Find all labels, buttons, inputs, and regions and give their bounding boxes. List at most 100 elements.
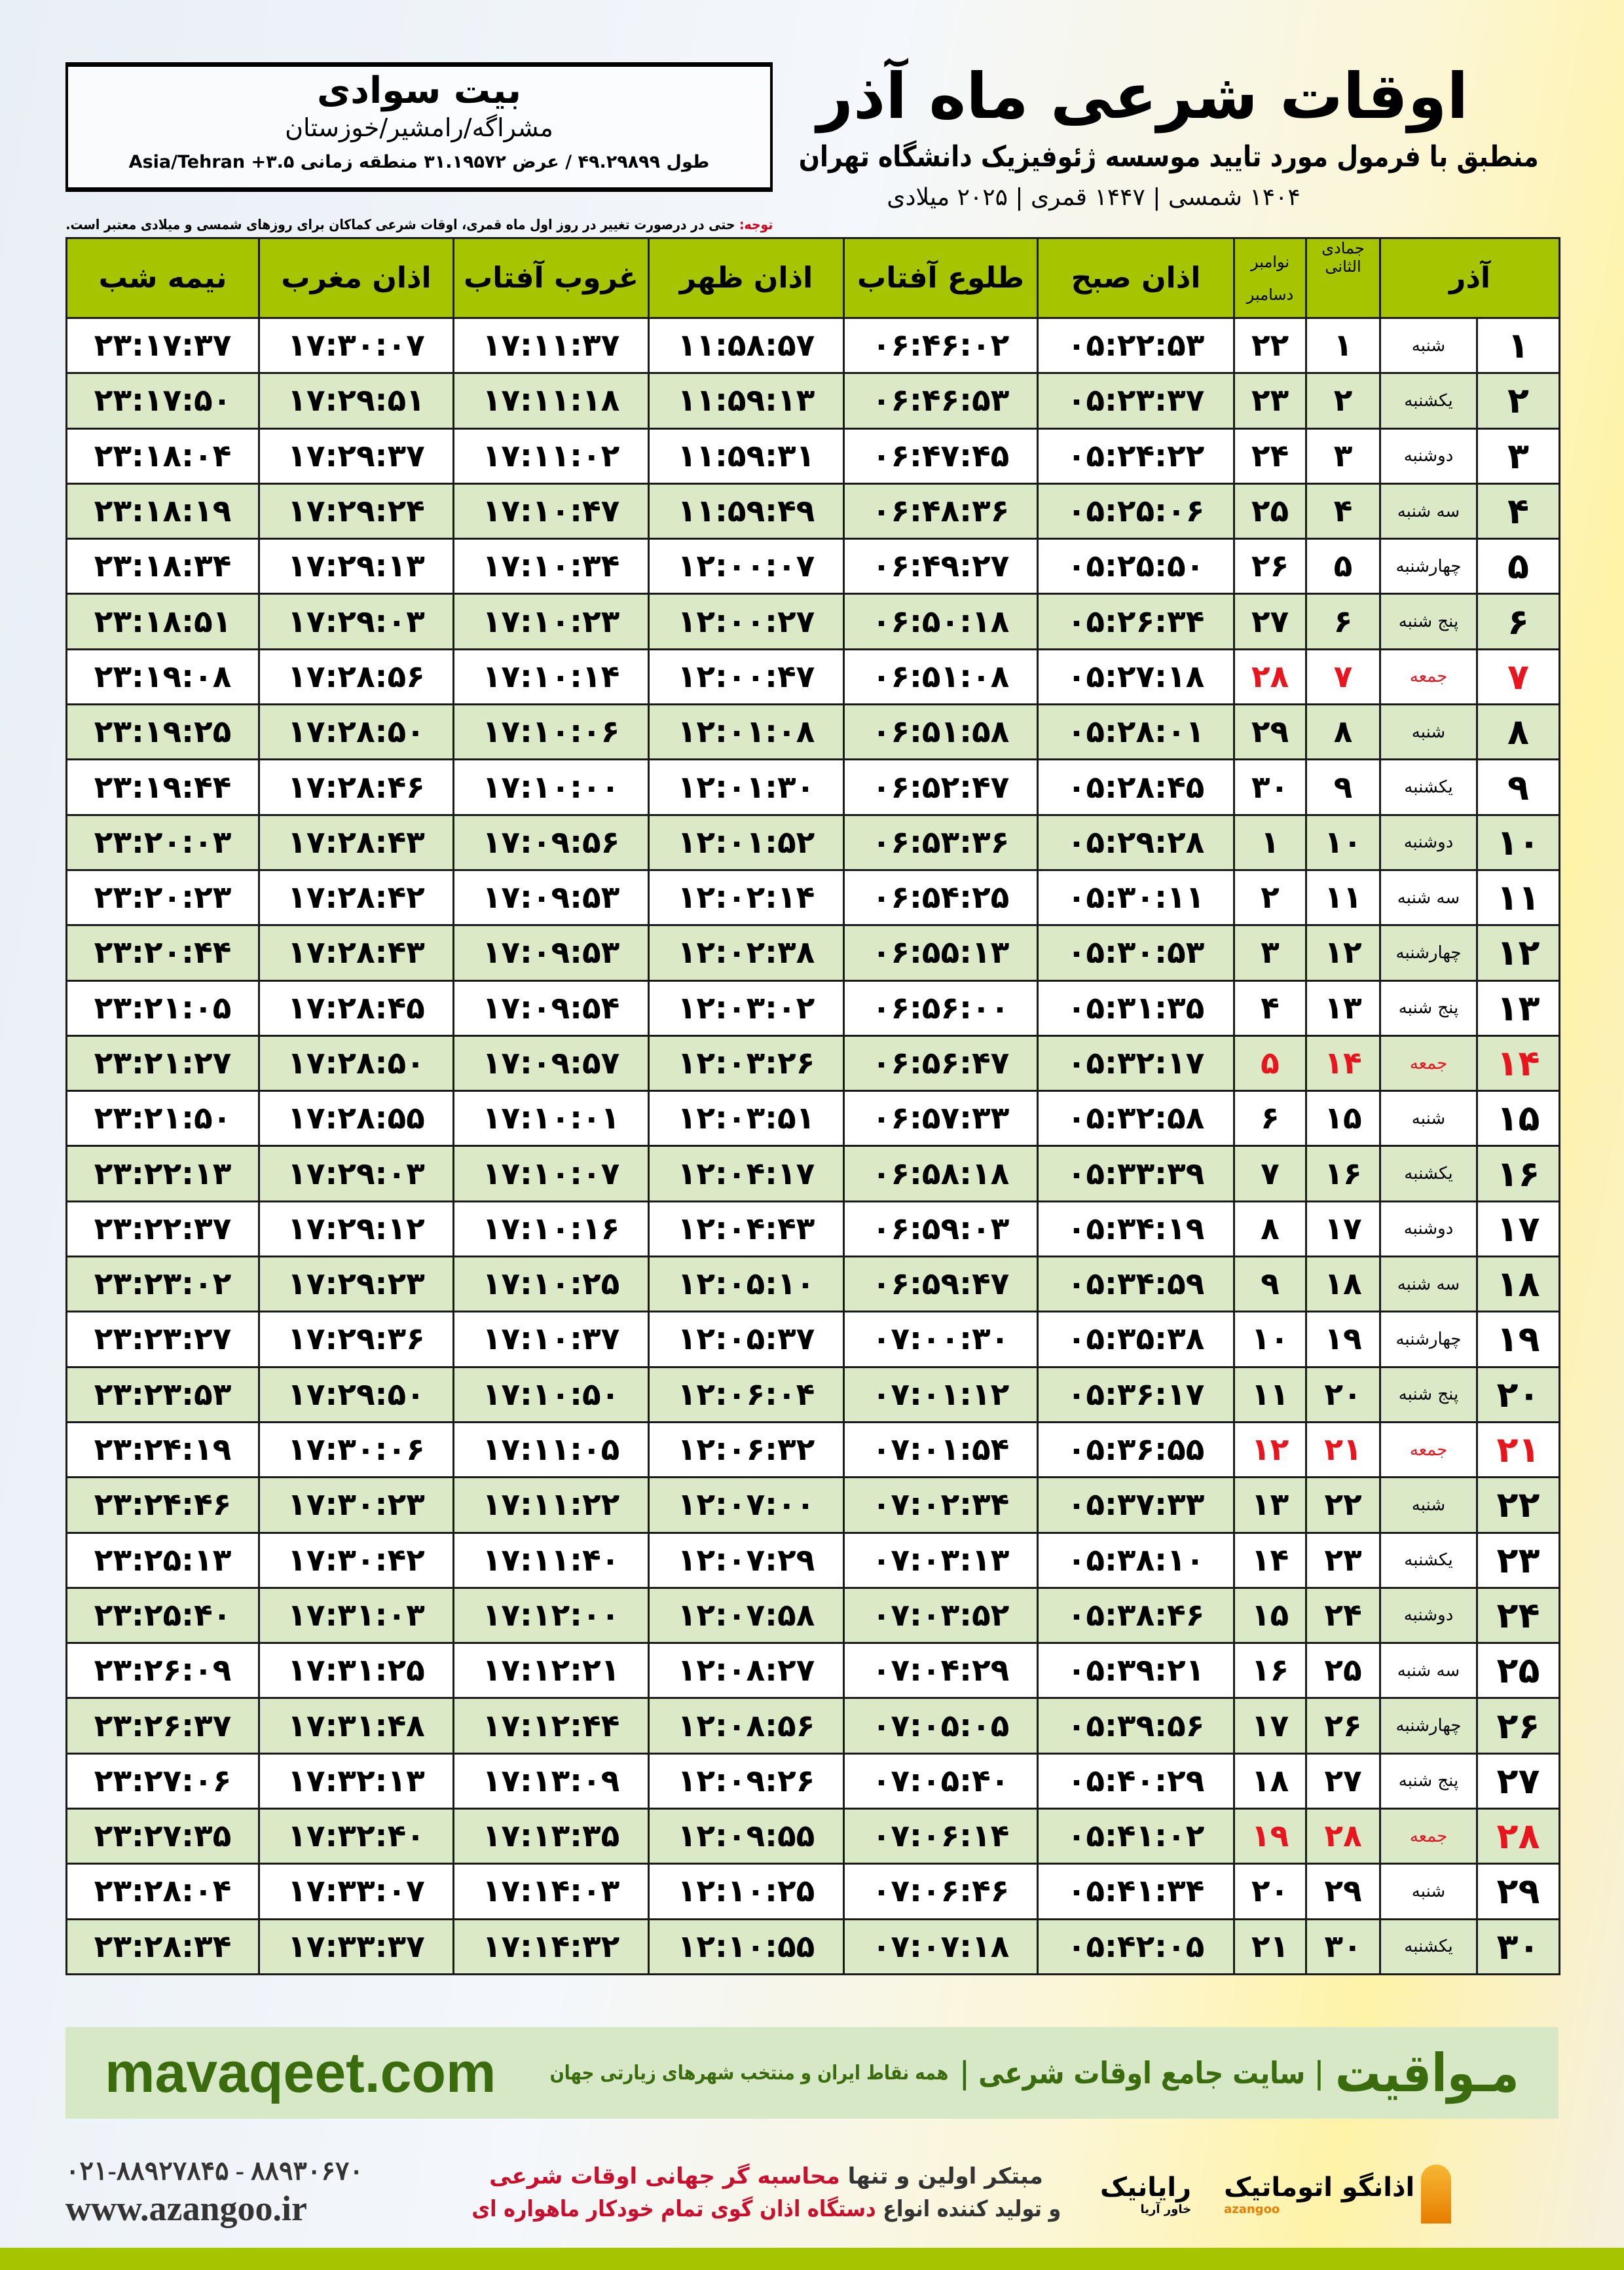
cell-midnight: ۲۳:۲۱:۲۷ bbox=[65, 1034, 260, 1092]
cell-maghrib: ۱۷:۳۲:۴۰ bbox=[258, 1808, 454, 1865]
cell-gregorian: ۱۵ bbox=[1233, 1586, 1307, 1645]
cell-dhuhr: ۱۱:۵۹:۱۳ bbox=[648, 372, 845, 430]
cell-midnight: ۲۳:۲۲:۳۷ bbox=[65, 1200, 260, 1258]
cell-sunrise: ۰۶:۵۸:۱۸ bbox=[843, 1145, 1039, 1202]
cell-sunset: ۱۷:۱۰:۱۴ bbox=[452, 648, 650, 706]
cell-sunset: ۱۷:۱۱:۴۰ bbox=[452, 1531, 650, 1589]
table-row: ۲۵ سه شنبه ۲۵ ۱۶ ۰۵:۳۹:۲۱ ۰۷:۰۴:۲۹ ۱۲:۰۸:۲۷ ۱۷:… bbox=[65, 1642, 1560, 1700]
col-month: آذر bbox=[1379, 237, 1560, 319]
cell-maghrib: ۱۷:۲۸:۵۰ bbox=[258, 703, 454, 761]
cell-gregorian: ۲۷ bbox=[1233, 593, 1307, 650]
cell-weekday: سه شنبه bbox=[1379, 868, 1478, 927]
cell-maghrib: ۱۷:۲۸:۴۶ bbox=[258, 758, 454, 816]
page-title: اوقات شرعی ماه آذر bbox=[817, 60, 1469, 133]
cell-day: ۲۵ bbox=[1476, 1642, 1560, 1700]
azangoo-link[interactable]: www.azangoo.ir bbox=[65, 2189, 307, 2228]
cell-maghrib: ۱۷:۲۸:۴۳ bbox=[258, 924, 454, 982]
cell-dhuhr: ۱۲:۰۶:۳۲ bbox=[648, 1421, 845, 1479]
coordinates-box: طول ۴۹.۲۹۸۹۹ / عرض ۳۱.۱۹۵۷۲ منطقه زمانی … bbox=[75, 149, 764, 176]
cell-midnight: ۲۳:۲۱:۰۵ bbox=[65, 979, 260, 1037]
cell-fajr: ۰۵:۲۴:۲۲ bbox=[1037, 427, 1235, 485]
cell-midnight: ۲۳:۲۰:۲۳ bbox=[65, 868, 260, 927]
cell-midnight: ۲۳:۲۰:۰۳ bbox=[65, 813, 260, 871]
slogan-line-1-text: مبتکر اولین و تنها محاسبه گر جهانی اوقات… bbox=[489, 2160, 1043, 2193]
azangoo-logo: اذانگو اتوماتیک azangoo bbox=[1224, 2165, 1452, 2223]
cell-maghrib: ۱۷:۲۸:۵۵ bbox=[258, 1090, 454, 1147]
cell-sunrise: ۰۶:۵۰:۱۸ bbox=[843, 593, 1039, 650]
cell-hijri: ۲۵ bbox=[1305, 1642, 1381, 1700]
cell-dhuhr: ۱۲:۰۳:۵۱ bbox=[648, 1090, 845, 1147]
slogan-1a: مبتکر اولین و تنها bbox=[840, 2163, 1043, 2189]
cell-midnight: ۲۳:۱۸:۳۴ bbox=[65, 538, 260, 595]
cell-weekday: یکشنبه bbox=[1379, 1918, 1478, 1975]
cell-sunset: ۱۷:۱۲:۰۰ bbox=[452, 1586, 650, 1645]
cell-midnight: ۲۳:۲۷:۰۶ bbox=[65, 1752, 260, 1810]
cell-sunset: ۱۷:۱۱:۱۸ bbox=[452, 372, 650, 430]
rayanik-logo-sub: خاور آریا bbox=[1140, 2202, 1192, 2216]
cell-maghrib: ۱۷:۲۸:۵۰ bbox=[258, 1034, 454, 1092]
cell-weekday: شنبه bbox=[1379, 1090, 1478, 1147]
mavaqeet-brand-box: مـواقیت | سایت جامع اوقات شرعی | همه نقا… bbox=[550, 2027, 1519, 2119]
cell-hijri: ۲ bbox=[1305, 372, 1381, 430]
cell-hijri: ۱ bbox=[1305, 316, 1381, 375]
cell-day: ۲۲ bbox=[1476, 1476, 1560, 1534]
cell-day: ۲۹ bbox=[1476, 1863, 1560, 1920]
cell-gregorian: ۴ bbox=[1233, 979, 1307, 1037]
cell-sunset: ۱۷:۱۲:۴۴ bbox=[452, 1697, 650, 1755]
col-gregorian: نوامبر دسامبر bbox=[1233, 237, 1307, 319]
mavaqeet-link-box: mavaqeet.com bbox=[105, 2027, 524, 2119]
cell-fajr: ۰۵:۲۵:۰۶ bbox=[1037, 482, 1235, 540]
azangoo-logo-text: اذانگو اتوماتیک bbox=[1224, 2172, 1415, 2203]
cell-hijri: ۲۱ bbox=[1305, 1421, 1381, 1479]
cell-day: ۱۵ bbox=[1476, 1090, 1560, 1147]
cell-weekday: جمعه bbox=[1379, 1421, 1478, 1479]
cell-midnight: ۲۳:۲۶:۰۹ bbox=[65, 1642, 260, 1700]
cell-day: ۱۹ bbox=[1476, 1311, 1560, 1368]
cell-midnight: ۲۳:۲۳:۰۲ bbox=[65, 1256, 260, 1313]
col-sunrise: طلوع آفتاب bbox=[843, 237, 1039, 319]
cell-gregorian: ۲۵ bbox=[1233, 482, 1307, 540]
table-row: ۱ شنبه ۱ ۲۲ ۰۵:۲۲:۵۳ ۰۶:۴۶:۰۲ ۱۱:۵۸:۵۷ ۱۷:۱۱:۳۷… bbox=[65, 316, 1560, 375]
cell-hijri: ۱۱ bbox=[1305, 868, 1381, 927]
cell-midnight: ۲۳:۱۸:۰۴ bbox=[65, 427, 260, 485]
cell-sunrise: ۰۶:۵۳:۳۶ bbox=[843, 813, 1039, 871]
cell-sunrise: ۰۷:۰۷:۱۸ bbox=[843, 1918, 1039, 1975]
cell-sunset: ۱۷:۰۹:۵۶ bbox=[452, 813, 650, 871]
cell-gregorian: ۲۶ bbox=[1233, 538, 1307, 595]
cell-fajr: ۰۵:۳۶:۱۷ bbox=[1037, 1366, 1235, 1423]
cell-hijri: ۱۸ bbox=[1305, 1256, 1381, 1313]
cell-maghrib: ۱۷:۲۹:۳۷ bbox=[258, 427, 454, 485]
cell-fajr: ۰۵:۲۹:۲۸ bbox=[1037, 813, 1235, 871]
table-row: ۸ شنبه ۸ ۲۹ ۰۵:۲۸:۰۱ ۰۶:۵۱:۵۸ ۱۲:۰۱:۰۸ ۱۷:۱۰:۰۶… bbox=[65, 703, 1560, 761]
cell-day: ۱۴ bbox=[1476, 1034, 1560, 1092]
table-row: ۱۶ یکشنبه ۱۶ ۷ ۰۵:۳۳:۳۹ ۰۶:۵۸:۱۸ ۱۲:۰۴:۱۷ ۱۷:۱۰… bbox=[65, 1145, 1560, 1202]
cell-dhuhr: ۱۲:۰۴:۱۷ bbox=[648, 1145, 845, 1202]
cell-gregorian: ۱۴ bbox=[1233, 1531, 1307, 1589]
cell-gregorian: ۷ bbox=[1233, 1145, 1307, 1202]
cell-dhuhr: ۱۱:۵۹:۳۱ bbox=[648, 427, 845, 485]
cell-maghrib: ۱۷:۳۰:۲۳ bbox=[258, 1476, 454, 1534]
table-row: ۲۰ پنج شنبه ۲۰ ۱۱ ۰۵:۳۶:۱۷ ۰۷:۰۱:۱۲ ۱۲:۰۶:۰۴ ۱۷… bbox=[65, 1366, 1560, 1423]
azangoo-link-box: www.azangoo.ir bbox=[65, 2187, 432, 2229]
cell-weekday: چهارشنبه bbox=[1379, 1697, 1478, 1755]
cell-sunset: ۱۷:۱۳:۳۵ bbox=[452, 1808, 650, 1865]
cell-sunrise: ۰۶:۵۵:۱۳ bbox=[843, 924, 1039, 982]
cell-day: ۷ bbox=[1476, 648, 1560, 706]
cell-sunset: ۱۷:۱۴:۰۳ bbox=[452, 1863, 650, 1920]
mavaqeet-link[interactable]: mavaqeet.com bbox=[105, 2041, 496, 2104]
cell-day: ۲ bbox=[1476, 372, 1560, 430]
cell-midnight: ۲۳:۱۷:۵۰ bbox=[65, 372, 260, 430]
cell-fajr: ۰۵:۳۲:۵۸ bbox=[1037, 1090, 1235, 1147]
year-dates: ۱۴۰۴ شمسی | ۱۴۴۷ قمری | ۲۰۲۵ میلادی bbox=[887, 184, 1301, 211]
cell-sunrise: ۰۶:۴۶:۰۲ bbox=[843, 316, 1039, 375]
table-row: ۲۹ شنبه ۲۹ ۲۰ ۰۵:۴۱:۳۴ ۰۷:۰۶:۴۶ ۱۲:۱۰:۲۵ ۱۷:۱۴:… bbox=[65, 1863, 1560, 1920]
cell-gregorian: ۲۸ bbox=[1233, 648, 1307, 706]
note: توجه: حتی در درصورت تغییر در روز اول ماه… bbox=[65, 215, 773, 234]
cell-sunrise: ۰۷:۰۱:۵۴ bbox=[843, 1421, 1039, 1479]
cell-gregorian: ۱۰ bbox=[1233, 1311, 1307, 1368]
table-row: ۲۳ یکشنبه ۲۳ ۱۴ ۰۵:۳۸:۱۰ ۰۷:۰۳:۱۳ ۱۲:۰۷:۲۹ ۱۷:۱… bbox=[65, 1531, 1560, 1589]
cell-dhuhr: ۱۲:۱۰:۵۵ bbox=[648, 1918, 845, 1975]
cell-sunrise: ۰۷:۰۳:۱۳ bbox=[843, 1531, 1039, 1589]
cell-maghrib: ۱۷:۲۹:۰۳ bbox=[258, 1145, 454, 1202]
cell-weekday: دوشنبه bbox=[1379, 1586, 1478, 1645]
